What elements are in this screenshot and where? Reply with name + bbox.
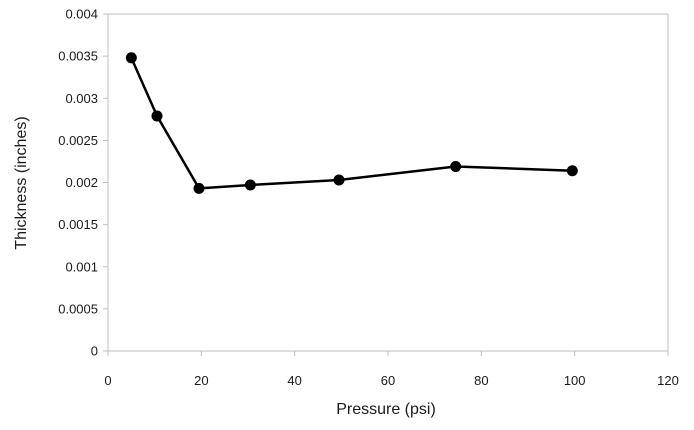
y-tick-label: 0.0015 [58,217,98,232]
x-tick-label: 20 [194,373,208,388]
series-line [130,56,574,190]
y-tick-label: 0.0025 [58,133,98,148]
y-tick-label: 0.002 [65,175,98,190]
data-point [151,110,163,122]
plot-area: 0 0.0005 0.001 0.0015 0.002 0.0025 0.003 0.0035… [58,7,679,389]
x-tick-label: 100 [564,373,586,388]
data-point [566,165,578,177]
x-tick-label: 0 [104,373,111,388]
y-tick-label: 0 [91,344,98,359]
x-axis-title: Pressure (psi) [336,401,436,418]
y-axis-title: Thickness (inches) [13,116,30,249]
data-point [244,179,256,191]
data-point [125,52,137,64]
data-point [333,174,345,186]
x-tick-label: 80 [474,373,488,388]
x-tick-label: 120 [657,373,679,388]
y-tick-label: 0.001 [65,259,98,274]
y-tick-label: 0.0005 [58,301,98,316]
data-point [450,160,462,172]
x-tick-label: 40 [287,373,301,388]
y-tick-label: 0.0035 [58,49,98,64]
data-point [193,182,205,194]
y-tick-label: 0.004 [65,7,98,22]
x-tick-label: 60 [381,373,395,388]
y-tick-label: 0.003 [65,91,98,106]
